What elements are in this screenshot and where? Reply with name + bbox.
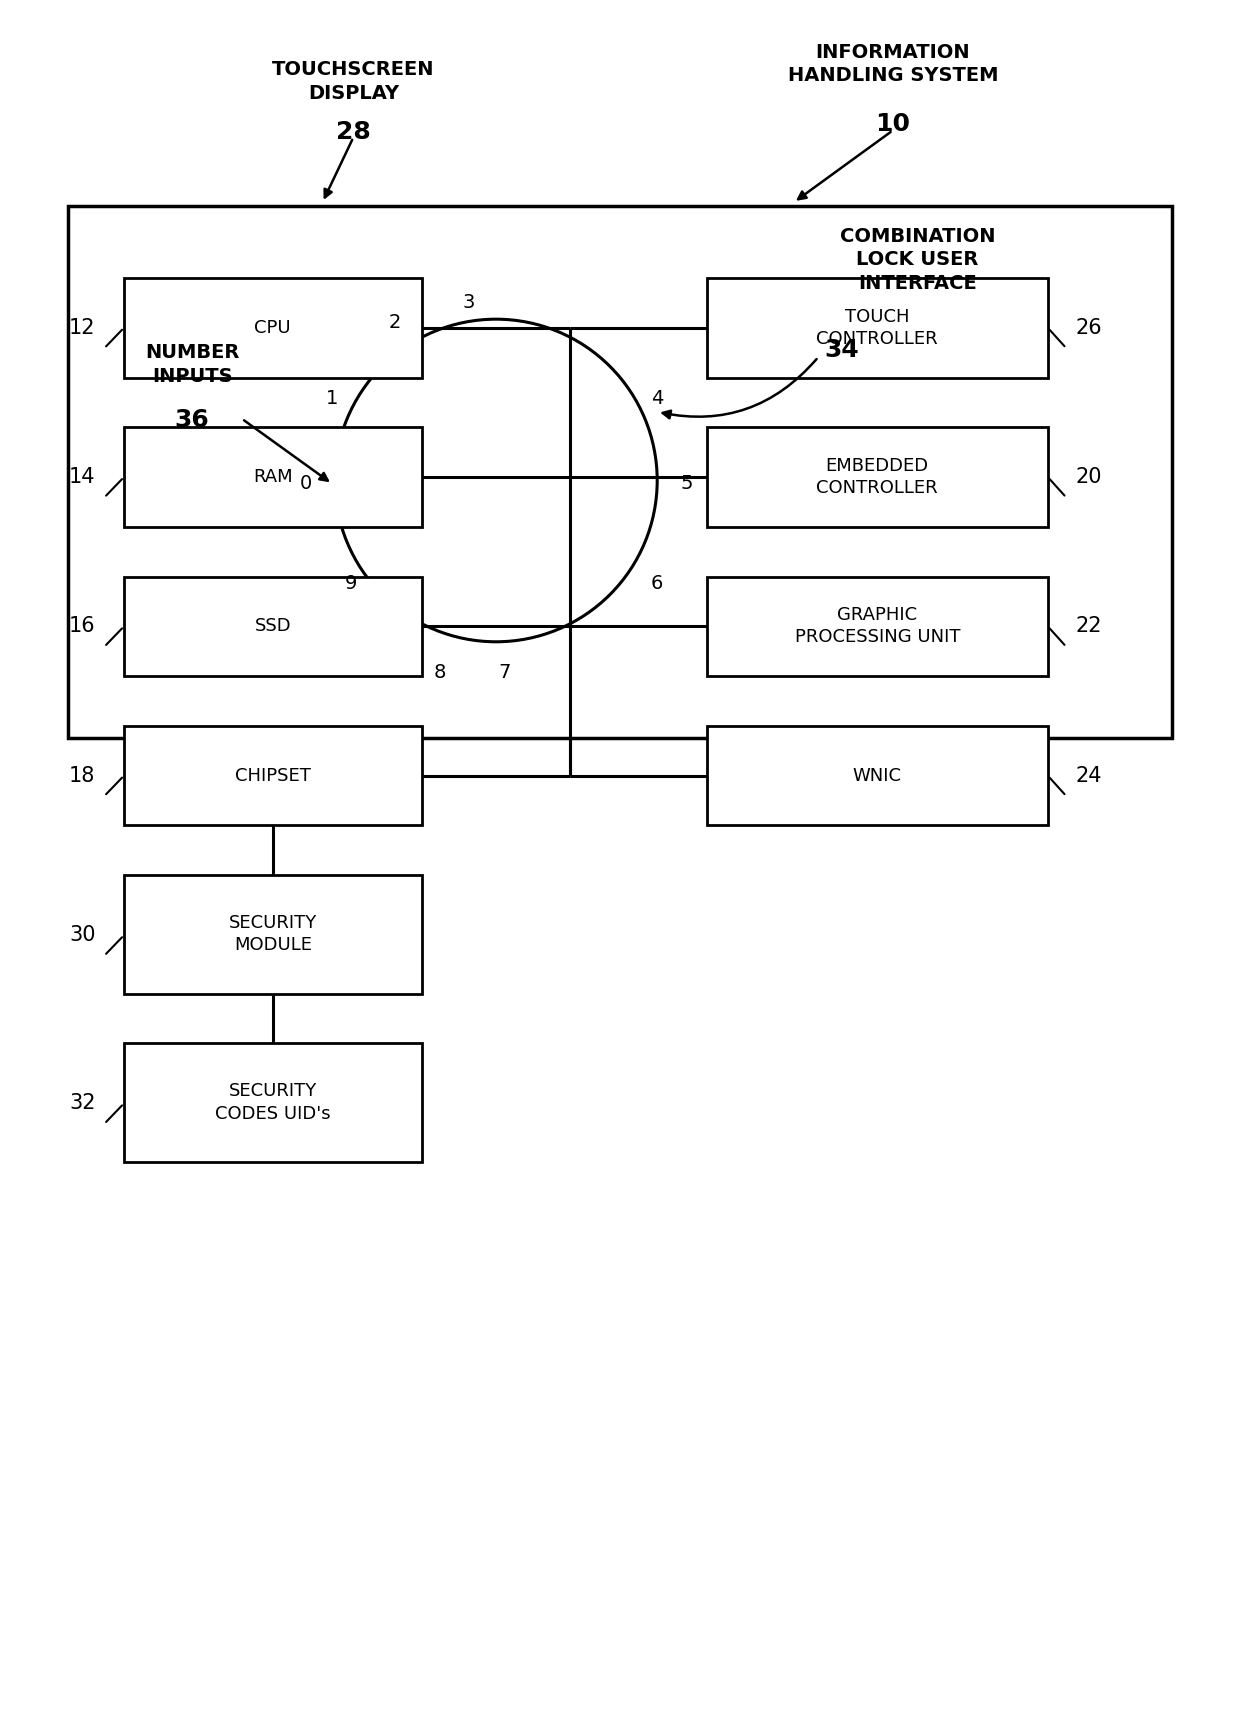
Text: 24: 24 [1075,765,1101,786]
Text: CHIPSET: CHIPSET [234,767,311,784]
Text: 18: 18 [69,765,95,786]
Text: 6: 6 [651,573,663,594]
Text: INFORMATION
HANDLING SYSTEM: INFORMATION HANDLING SYSTEM [787,43,998,86]
Text: 4: 4 [651,388,663,408]
Text: WNIC: WNIC [853,767,901,784]
Text: TOUCH
CONTROLLER: TOUCH CONTROLLER [816,307,939,348]
Text: 28: 28 [336,120,371,144]
Bar [707,726,1048,825]
Text: RAM: RAM [253,468,293,486]
Bar [707,427,1048,527]
Text: SSD: SSD [254,618,291,635]
Bar [124,875,422,994]
Text: 0: 0 [300,474,312,494]
Text: 16: 16 [69,616,95,637]
Text: NUMBER
INPUTS: NUMBER INPUTS [145,343,239,386]
Bar [124,1043,422,1162]
Text: 7: 7 [498,662,511,683]
Text: SECURITY
MODULE: SECURITY MODULE [228,915,317,954]
Text: 22: 22 [1075,616,1101,637]
Text: 20: 20 [1075,467,1101,487]
Bar [68,206,1172,738]
Text: CPU: CPU [254,319,291,336]
Text: 8: 8 [434,662,446,683]
Text: COMBINATION
LOCK USER
INTERFACE: COMBINATION LOCK USER INTERFACE [839,227,996,292]
Text: 10: 10 [875,112,910,136]
Bar [707,577,1048,676]
Bar [124,726,422,825]
Bar [124,577,422,676]
Text: 9: 9 [345,573,357,594]
Text: 3: 3 [463,292,475,312]
Text: 26: 26 [1075,317,1101,338]
Bar [124,427,422,527]
Text: 32: 32 [69,1093,95,1114]
Text: 5: 5 [681,474,693,494]
Text: 12: 12 [69,317,95,338]
Text: 34: 34 [825,338,859,362]
Text: 2: 2 [388,312,401,333]
Text: 1: 1 [326,388,339,408]
Text: 14: 14 [69,467,95,487]
Text: SECURITY
CODES UID's: SECURITY CODES UID's [215,1083,331,1122]
Text: TOUCHSCREEN
DISPLAY: TOUCHSCREEN DISPLAY [272,60,435,103]
Text: 30: 30 [69,925,95,946]
Text: 36: 36 [175,408,210,432]
Bar [124,278,422,378]
Bar [707,278,1048,378]
Text: GRAPHIC
PROCESSING UNIT: GRAPHIC PROCESSING UNIT [795,606,960,647]
Text: EMBEDDED
CONTROLLER: EMBEDDED CONTROLLER [816,456,939,498]
